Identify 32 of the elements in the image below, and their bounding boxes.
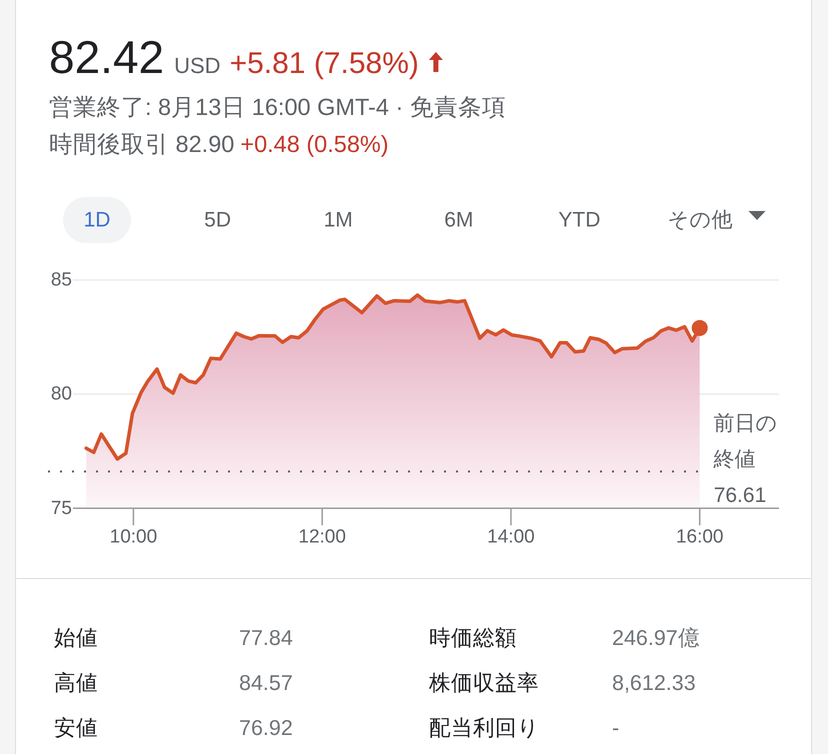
text: 5D xyxy=(204,208,232,232)
text: 安値 xyxy=(54,716,98,740)
text: 1D xyxy=(84,208,110,232)
text: - xyxy=(612,716,620,740)
text: 株価収益率 xyxy=(428,671,539,695)
text: +5.81 (7.58%) xyxy=(230,47,419,80)
text: 営業終了: 8月13日 16:00 GMT-4 · 免責条項 xyxy=(49,94,506,120)
text: YTD xyxy=(558,208,600,232)
text: 始値 xyxy=(54,626,98,650)
text: 6M xyxy=(444,208,474,232)
text: 配当利回り xyxy=(429,716,540,740)
x-tick-label: 10:00 xyxy=(110,526,158,548)
y-tick-label: 80 xyxy=(50,384,72,405)
y-tick-label: 75 xyxy=(50,498,72,519)
text: 77.84 xyxy=(239,626,293,650)
text: 82.42 xyxy=(49,31,164,83)
y-tick-label: 85 xyxy=(50,270,72,290)
x-tick-label: 14:00 xyxy=(487,526,535,548)
x-tick-label: 16:00 xyxy=(676,526,724,548)
ref-line-label: 前日の終値 76.61 xyxy=(714,410,779,509)
text: その他 xyxy=(668,208,732,232)
text: 84.57 xyxy=(239,671,293,695)
text: 高値 xyxy=(54,671,98,695)
text: 76.92 xyxy=(239,716,293,740)
x-tick-label: 12:00 xyxy=(298,526,346,548)
text: 時価総額 xyxy=(429,626,517,650)
text: 時間後取引 82.90 xyxy=(49,131,234,157)
text: 1M xyxy=(324,208,353,232)
text: 8,612.33 xyxy=(612,671,696,695)
text: +0.48 (0.58%) xyxy=(240,131,389,157)
text: USD xyxy=(174,53,221,78)
text: 246.97億 xyxy=(612,626,700,650)
